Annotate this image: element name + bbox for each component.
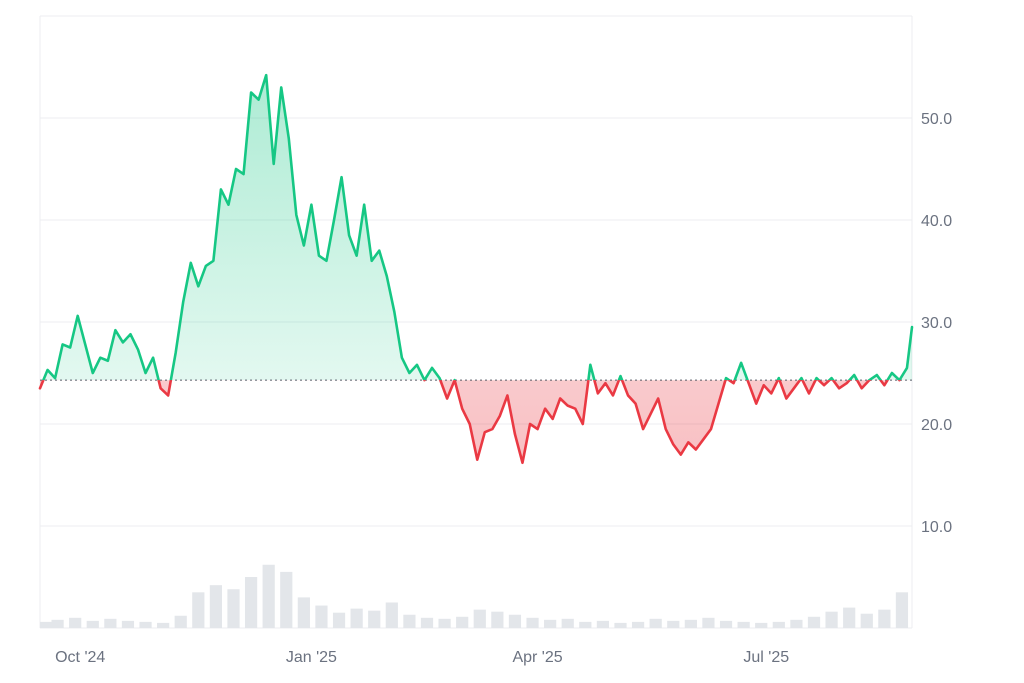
volume-bar [596, 620, 610, 628]
volume-bar [790, 619, 803, 628]
volume-bar [579, 621, 592, 628]
x-tick-label: Apr '25 [512, 649, 562, 666]
volume-bar [684, 619, 697, 628]
volume-bar [280, 571, 293, 628]
y-tick-label: 20.0 [921, 417, 952, 434]
volume-bar [104, 618, 117, 628]
y-tick-label: 50.0 [921, 111, 952, 128]
volume-bar [737, 621, 750, 628]
y-tick-label: 10.0 [921, 519, 952, 536]
volume-bar [157, 622, 170, 628]
volume-bar [807, 616, 821, 628]
volume-bar [209, 585, 223, 628]
volume-bar [438, 618, 451, 628]
volume-bar [174, 615, 187, 628]
volume-bar [51, 619, 64, 628]
volume-bar [843, 607, 856, 628]
volume-bar [315, 605, 328, 628]
volume-bar [508, 614, 522, 628]
volume-bar [719, 620, 733, 628]
volume-bar [561, 618, 574, 628]
volume-bar [702, 617, 715, 628]
x-axis-ticks: Oct '24 Jan '25 Apr '25 Jul '25 [55, 649, 789, 666]
volume-bar [69, 617, 82, 628]
area-above-baseline [40, 75, 912, 381]
volume-bar [262, 564, 275, 628]
volume-bar [121, 620, 135, 628]
volume-bar [544, 619, 557, 628]
volume-bar [755, 622, 768, 628]
y-tick-label: 40.0 [921, 213, 952, 230]
volume-bar [368, 610, 381, 628]
price-line[interactable] [38, 73, 914, 465]
volume-bar [473, 609, 486, 628]
area-below-baseline [40, 380, 888, 463]
volume-bar [86, 620, 99, 628]
price-line-down[interactable] [38, 75, 912, 465]
volume-bar [332, 612, 346, 628]
volume-bars [40, 564, 909, 628]
x-tick-label: Jul '25 [743, 649, 789, 666]
volume-bar [456, 616, 469, 628]
volume-bar [772, 621, 785, 628]
y-axis-ticks: 10.0 20.0 30.0 40.0 50.0 [921, 111, 952, 536]
volume-bar [667, 620, 680, 628]
volume-bar [192, 592, 205, 628]
volume-bar [614, 622, 627, 628]
volume-bar [350, 608, 363, 628]
y-tick-label: 30.0 [921, 315, 952, 332]
volume-bar [631, 621, 645, 628]
volume-bar [878, 609, 891, 628]
volume-bar [139, 621, 152, 628]
volume-bar [420, 617, 434, 628]
price-line-up[interactable] [40, 73, 914, 463]
volume-bar [385, 602, 398, 628]
x-tick-label: Oct '24 [55, 649, 105, 666]
volume-bar [244, 577, 258, 628]
volume-bar [297, 597, 310, 628]
volume-bar [403, 614, 416, 628]
x-tick-label: Jan '25 [286, 649, 337, 666]
volume-bar [860, 613, 873, 628]
gridlines [40, 117, 912, 527]
price-area [40, 75, 912, 463]
volume-bar [895, 592, 909, 628]
volume-bar [40, 621, 53, 628]
volume-bar [649, 618, 662, 628]
volume-bar [491, 611, 504, 628]
volume-bar [825, 611, 838, 628]
volume-bar [227, 589, 240, 628]
volume-bar [526, 617, 539, 628]
